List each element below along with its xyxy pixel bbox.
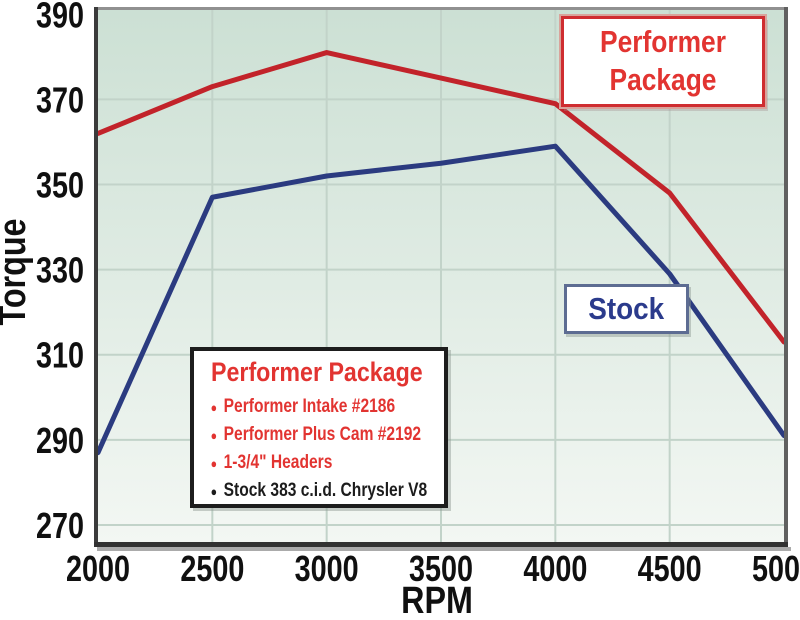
x-tick-label: 5000: [752, 548, 800, 589]
bullet-icon: ●: [210, 483, 218, 499]
y-tick-label: 390: [36, 0, 84, 35]
bullet-icon: ●: [210, 455, 218, 471]
legend-item: ● Stock 383 c.i.d. Chrysler V8: [209, 477, 428, 505]
bullet-icon: ●: [210, 427, 218, 443]
stock-callout: Stock: [564, 284, 689, 334]
legend-item: ● 1-3/4" Headers: [209, 449, 402, 477]
legend: Performer Package ● Performer Intake #218…: [190, 347, 448, 508]
x-tick-label: 2000: [66, 548, 130, 589]
y-tick-label: 270: [36, 505, 84, 546]
x-tick-label: 3500: [409, 548, 473, 589]
plot-frame-bottom: [94, 542, 788, 547]
plot-frame-shadow: [97, 547, 791, 551]
performer-callout-line2: Package: [609, 62, 717, 97]
y-tick-label: 370: [36, 79, 84, 120]
x-axis-title: RPM: [401, 580, 473, 620]
legend-item: ● Performer Intake #2186: [209, 393, 402, 421]
legend-item-label: Performer Plus Cam #2192: [223, 424, 422, 445]
y-tick-label: 330: [36, 249, 84, 290]
y-tick-label: 350: [36, 164, 84, 205]
x-tick-label: 4000: [523, 548, 587, 589]
legend-item-label: Stock 383 c.i.d. Chrysler V8: [223, 480, 428, 501]
y-tick-label: 310: [36, 335, 84, 376]
plot-frame-right: [784, 7, 788, 547]
legend-title: Performer Package: [211, 357, 423, 387]
bullet-icon: ●: [210, 399, 218, 415]
plot-frame-top: [94, 7, 788, 10]
performer-package-callout: Performer Package: [561, 16, 765, 107]
series-line-stock: [95, 143, 787, 456]
x-tick-label: 3000: [295, 548, 359, 589]
y-tick-label: 290: [36, 420, 84, 461]
performer-callout-line1: Performer: [600, 24, 726, 59]
legend-item: ● Performer Plus Cam #2192: [209, 421, 421, 449]
x-tick-label: 4500: [638, 548, 702, 589]
series-line-performer-package: [95, 50, 787, 345]
stock-callout-label: Stock: [588, 291, 665, 326]
plot-frame-left: [94, 7, 98, 547]
legend-item-label: Performer Intake #2186: [223, 396, 396, 417]
y-axis-title: Torque: [0, 218, 34, 325]
x-tick-label: 2500: [180, 548, 244, 589]
legend-item-list: ● Performer Intake #2186 ● Performer Plus C…: [209, 393, 444, 505]
legend-item-label: 1-3/4" Headers: [223, 452, 333, 473]
